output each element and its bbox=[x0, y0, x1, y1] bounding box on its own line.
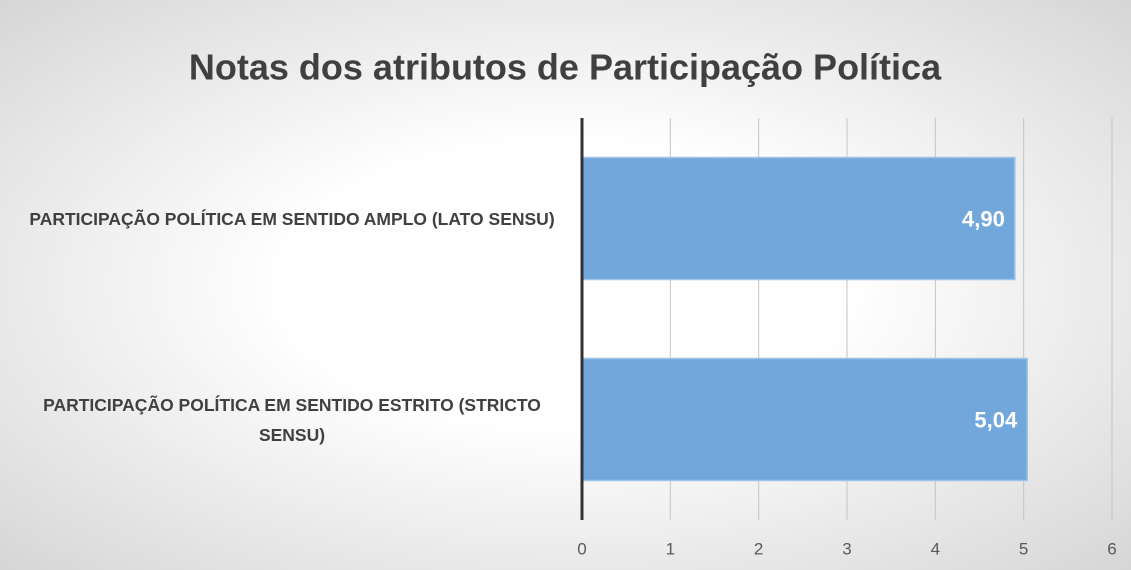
x-tick-label: 6 bbox=[1107, 539, 1116, 558]
x-tick-label: 2 bbox=[754, 539, 763, 558]
data-label: 4,90 bbox=[962, 206, 1005, 231]
bar bbox=[581, 357, 1028, 482]
x-tick-label: 4 bbox=[931, 539, 940, 558]
chart-title: Notas dos atributos de Participação Polí… bbox=[189, 47, 942, 88]
x-tick-label: 1 bbox=[666, 539, 675, 558]
x-tick-label: 5 bbox=[1019, 539, 1028, 558]
x-tick-label: 3 bbox=[842, 539, 851, 558]
data-label: 5,04 bbox=[974, 407, 1018, 432]
x-tick-label: 0 bbox=[577, 539, 586, 558]
y-tick-label: PARTICIPAÇÃO POLÍTICA EM SENTIDO ESTRITO… bbox=[43, 394, 541, 445]
bar bbox=[581, 156, 1016, 281]
y-tick-label: PARTICIPAÇÃO POLÍTICA EM SENTIDO AMPLO (… bbox=[29, 208, 555, 229]
